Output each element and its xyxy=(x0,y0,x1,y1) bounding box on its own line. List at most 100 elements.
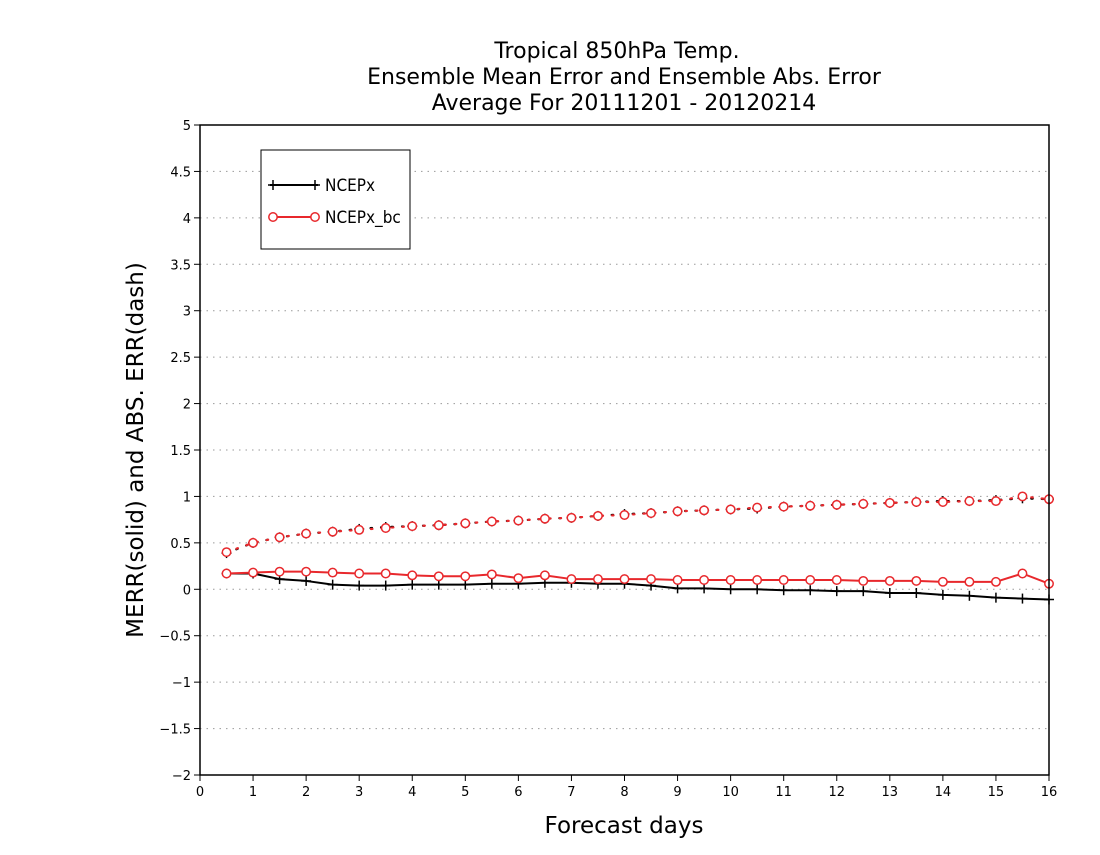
data-point xyxy=(725,584,736,595)
title-line-1: Tropical 850hPa Temp. xyxy=(493,39,739,64)
data-point xyxy=(646,508,656,519)
x-tick-label: 16 xyxy=(1041,785,1058,800)
data-point xyxy=(566,574,577,585)
x-tick-label: 12 xyxy=(828,785,845,800)
data-point xyxy=(301,566,312,577)
data-point xyxy=(274,566,285,577)
data-point xyxy=(301,575,312,586)
data-point xyxy=(911,575,922,586)
data-point xyxy=(248,567,259,578)
data-point xyxy=(937,576,948,587)
data-point xyxy=(274,532,285,543)
series-line xyxy=(226,570,1050,585)
x-tick-label: 6 xyxy=(514,785,522,800)
data-point xyxy=(725,504,736,515)
y-tick-label: 4.5 xyxy=(170,165,191,180)
data-point xyxy=(539,513,550,524)
data-point xyxy=(460,518,471,529)
series-line xyxy=(226,572,1050,601)
data-point xyxy=(672,575,683,585)
data-point xyxy=(380,523,391,533)
title-line-3: Average For 20111201 - 20120214 xyxy=(432,91,817,116)
data-point xyxy=(964,576,975,587)
data-point xyxy=(513,573,524,584)
x-tick-label: 4 xyxy=(408,785,416,800)
data-point xyxy=(752,584,763,595)
data-point xyxy=(911,588,922,598)
y-tick-label: 3 xyxy=(183,305,191,320)
data-point xyxy=(1017,593,1028,604)
data-point xyxy=(964,496,975,507)
y-tick-label: 1 xyxy=(183,490,191,505)
x-axis-label: Forecast days xyxy=(545,813,704,839)
legend-box xyxy=(260,149,411,250)
data-point xyxy=(805,575,816,585)
data-point xyxy=(990,496,1001,507)
data-point xyxy=(805,500,816,511)
data-point xyxy=(354,580,365,591)
data-point xyxy=(486,569,497,580)
x-tick-label: 3 xyxy=(355,785,363,800)
legend-marker xyxy=(268,180,278,190)
title-line-2: Ensemble Mean Error and Ensemble Abs. Er… xyxy=(367,65,882,90)
data-point xyxy=(380,568,391,579)
data-point xyxy=(593,574,603,585)
data-point xyxy=(221,547,232,558)
data-point xyxy=(354,524,365,535)
data-point xyxy=(327,567,338,578)
data-point xyxy=(407,521,418,532)
data-point xyxy=(858,575,869,586)
y-tick-label: 0 xyxy=(183,583,191,598)
data-point xyxy=(460,579,471,590)
data-point xyxy=(486,578,497,589)
data-point xyxy=(486,516,497,527)
data-point xyxy=(699,583,710,594)
series-layer xyxy=(221,491,1054,605)
y-axis-label: MERR(solid) and ABS. ERR(dash) xyxy=(123,262,149,638)
x-tick-label: 8 xyxy=(620,785,628,800)
x-tick-label: 15 xyxy=(988,785,1005,800)
data-point xyxy=(513,515,524,526)
data-point xyxy=(619,574,630,585)
data-point xyxy=(858,498,869,509)
y-tick-label: −0.5 xyxy=(159,630,191,645)
legend-marker xyxy=(310,212,320,222)
x-tick-label: 9 xyxy=(673,785,681,800)
x-tick-label: 2 xyxy=(302,785,310,800)
data-point xyxy=(858,586,869,597)
legend-marker xyxy=(310,180,320,190)
data-point xyxy=(1017,491,1028,502)
x-tick-label: 14 xyxy=(935,785,952,800)
y-tick-label: 1.5 xyxy=(170,444,191,459)
x-tick-label: 11 xyxy=(775,785,792,800)
data-point xyxy=(884,497,895,508)
data-point xyxy=(433,520,444,531)
y-tick-label: −1 xyxy=(172,676,191,691)
data-point xyxy=(646,574,656,585)
legend-label: NCEPx xyxy=(325,176,375,196)
data-point xyxy=(884,575,895,586)
data-point xyxy=(380,580,391,591)
data-point xyxy=(752,575,763,585)
legend-marker xyxy=(268,212,278,222)
series-ncepx-bc-solid xyxy=(221,566,1054,589)
y-tick-label: 2 xyxy=(183,398,191,413)
y-tick-label: 3.5 xyxy=(170,258,191,273)
data-point xyxy=(672,506,683,517)
data-point xyxy=(566,512,577,523)
x-axis: 0 1 2 3 4 5 6 7 8 9 10 11 12 13 14 15 16 xyxy=(196,775,1057,800)
x-tick-label: 0 xyxy=(196,785,204,800)
legend-item-ncepx: NCEPx xyxy=(268,176,375,196)
y-axis: −2 −1.5 −1 −0.5 0 0.5 1 1.5 2 2.5 3 3.5 4 4.5 5 xyxy=(159,119,200,784)
data-point xyxy=(672,583,683,594)
data-point xyxy=(990,592,1001,603)
data-point xyxy=(301,528,312,539)
data-point xyxy=(433,579,444,590)
series-ncepx-solid xyxy=(221,568,1054,605)
data-point xyxy=(778,501,789,512)
y-tick-label: 4 xyxy=(183,212,191,227)
data-point xyxy=(699,575,710,585)
data-point xyxy=(725,575,736,585)
